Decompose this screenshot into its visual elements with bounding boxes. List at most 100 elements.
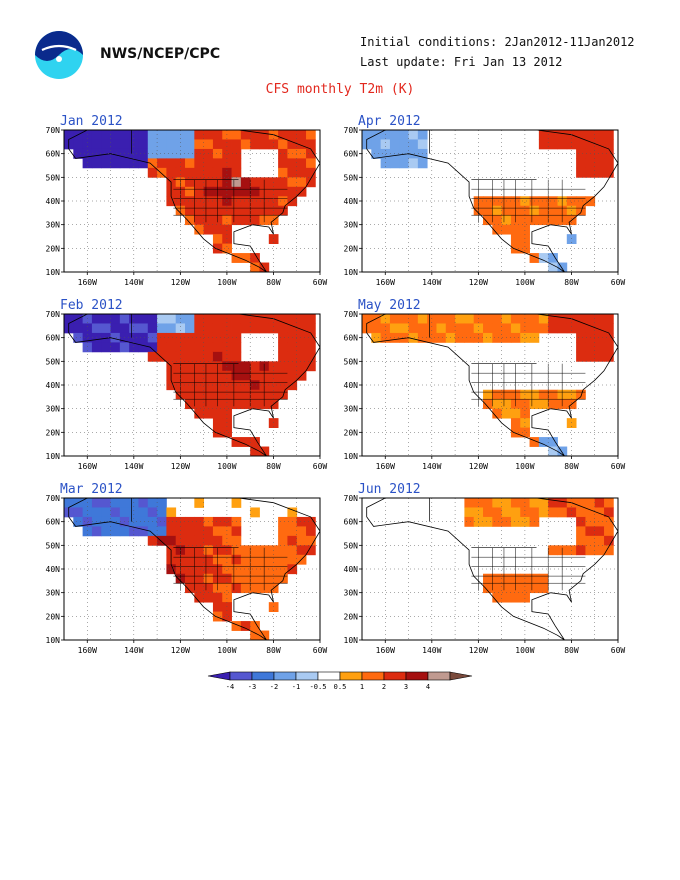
temperature-anomaly-map: 70N 60N 50N 40N 30N 20N 10N 160W 140W 120W 100W 80W… <box>344 494 626 655</box>
lat-tick-label: 70N <box>46 494 61 503</box>
legend-tick-label: 2 <box>382 683 386 691</box>
legend-swatch <box>339 671 363 681</box>
lon-tick-label: 160W <box>78 462 97 471</box>
panel-label: Apr 2012 <box>358 114 421 129</box>
legend-swatch <box>405 671 429 681</box>
last-update: Last update: Fri Jan 13 2012 <box>360 55 563 69</box>
lat-tick-label: 50N <box>46 357 61 366</box>
lon-tick-label: 100W <box>515 278 534 287</box>
lat-tick-label: 40N <box>344 197 359 206</box>
temperature-anomaly-map: 70N 60N 50N 40N 30N 20N 10N 160W 140W 120W 100W 80W… <box>46 310 328 471</box>
legend-tick-label: -1 <box>292 683 300 691</box>
lat-tick-label: 20N <box>344 244 359 253</box>
lat-tick-label: 20N <box>46 244 61 253</box>
legend-tick-label: 3 <box>404 683 408 691</box>
lon-tick-label: 80W <box>266 278 281 287</box>
lat-tick-label: 20N <box>344 428 359 437</box>
lat-tick-label: 50N <box>344 173 359 182</box>
lon-tick-label: 120W <box>469 646 488 655</box>
legend-swatch <box>295 671 319 681</box>
panel-label: Jun 2012 <box>358 482 421 497</box>
lon-tick-label: 60W <box>313 278 328 287</box>
lat-tick-label: 50N <box>344 541 359 550</box>
legend-swatch <box>317 671 341 681</box>
lon-tick-label: 120W <box>469 278 488 287</box>
lat-tick-label: 20N <box>344 612 359 621</box>
lat-tick-label: 40N <box>46 565 61 574</box>
lat-tick-label: 60N <box>344 518 359 527</box>
page-title: CFS monthly T2m (K) <box>265 82 415 97</box>
color-legend: -4 -3 -2 -1 -0.5 0.5 1 2 3 4 <box>207 671 473 691</box>
map-panel-may: May 2012 70N 60N 50N 40N 30N 20N 10N 160W 140W 12… <box>334 298 634 494</box>
lon-tick-label: 60W <box>611 278 626 287</box>
lon-tick-label: 80W <box>564 646 579 655</box>
lon-tick-label: 140W <box>422 278 441 287</box>
lat-tick-label: 70N <box>46 310 61 319</box>
lon-tick-label: 140W <box>124 646 143 655</box>
lon-tick-label: 160W <box>78 646 97 655</box>
lat-tick-label: 70N <box>344 494 359 503</box>
legend-tick-label: 1 <box>360 683 364 691</box>
lon-tick-label: 160W <box>376 462 395 471</box>
temperature-anomaly-map: 70N 60N 50N 40N 30N 20N 10N 160W 140W 120W 100W 80W… <box>344 126 626 287</box>
lon-tick-label: 100W <box>515 462 534 471</box>
map-panel-jun: Jun 2012 70N 60N 50N 40N 30N 20N 10N 160W 140W 12… <box>334 482 634 678</box>
lat-tick-label: 10N <box>344 268 359 277</box>
temperature-anomaly-map: 70N 60N 50N 40N 30N 20N 10N 160W 140W 120W 100W 80W… <box>46 494 328 655</box>
lon-tick-label: 140W <box>422 646 441 655</box>
lat-tick-label: 30N <box>46 589 61 598</box>
map-panel-mar: Mar 2012 70N 60N 50N 40N 30N 20N 10N 160W 140W 12… <box>36 482 336 678</box>
panel-label: May 2012 <box>358 298 421 313</box>
lat-tick-label: 30N <box>46 405 61 414</box>
lat-tick-label: 50N <box>344 357 359 366</box>
lon-tick-label: 80W <box>266 646 281 655</box>
lat-tick-label: 40N <box>344 565 359 574</box>
legend-tick-label: -3 <box>248 683 256 691</box>
lon-tick-label: 60W <box>313 646 328 655</box>
lon-tick-label: 140W <box>124 278 143 287</box>
lat-tick-label: 40N <box>46 197 61 206</box>
organization-label: NWS/NCEP/CPC <box>100 46 221 62</box>
map-panel-apr: Apr 2012 70N 60N 50N 40N 30N 20N 10N 160W 140W 12… <box>334 114 634 310</box>
lat-tick-label: 10N <box>46 268 61 277</box>
lat-tick-label: 70N <box>344 310 359 319</box>
lon-tick-label: 140W <box>124 462 143 471</box>
panel-label: Mar 2012 <box>60 482 123 497</box>
legend-tick-label: -0.5 <box>310 683 327 691</box>
lon-tick-label: 60W <box>313 462 328 471</box>
legend-swatch <box>383 671 407 681</box>
legend-swatch <box>449 671 473 681</box>
legend-swatch <box>361 671 385 681</box>
lat-tick-label: 50N <box>46 541 61 550</box>
lon-tick-label: 100W <box>217 278 236 287</box>
lat-tick-label: 60N <box>46 518 61 527</box>
legend-tick-label: -2 <box>270 683 278 691</box>
temperature-anomaly-map: 70N 60N 50N 40N 30N 20N 10N 160W 140W 120W 100W 80W… <box>46 126 328 287</box>
legend-swatch <box>273 671 297 681</box>
lon-tick-label: 80W <box>266 462 281 471</box>
lat-tick-label: 50N <box>46 173 61 182</box>
legend-swatch <box>229 671 253 681</box>
lon-tick-label: 100W <box>217 462 236 471</box>
lon-tick-label: 60W <box>611 646 626 655</box>
initial-conditions: Initial conditions: 2Jan2012-11Jan2012 <box>360 35 635 49</box>
lon-tick-label: 120W <box>469 462 488 471</box>
lat-tick-label: 30N <box>344 405 359 414</box>
lat-tick-label: 10N <box>46 452 61 461</box>
lat-tick-label: 40N <box>344 381 359 390</box>
lon-tick-label: 120W <box>171 646 190 655</box>
lon-tick-label: 80W <box>564 278 579 287</box>
lon-tick-label: 160W <box>78 278 97 287</box>
legend-swatch <box>251 671 275 681</box>
lat-tick-label: 20N <box>46 428 61 437</box>
panel-label: Feb 2012 <box>60 298 123 313</box>
legend-swatch <box>207 671 231 681</box>
lat-tick-label: 30N <box>344 589 359 598</box>
lat-tick-label: 10N <box>344 452 359 461</box>
legend-swatch <box>427 671 451 681</box>
lon-tick-label: 60W <box>611 462 626 471</box>
panel-label: Jan 2012 <box>60 114 123 129</box>
lat-tick-label: 60N <box>46 150 61 159</box>
lon-tick-label: 140W <box>422 462 441 471</box>
noaa-logo-icon <box>35 31 83 79</box>
